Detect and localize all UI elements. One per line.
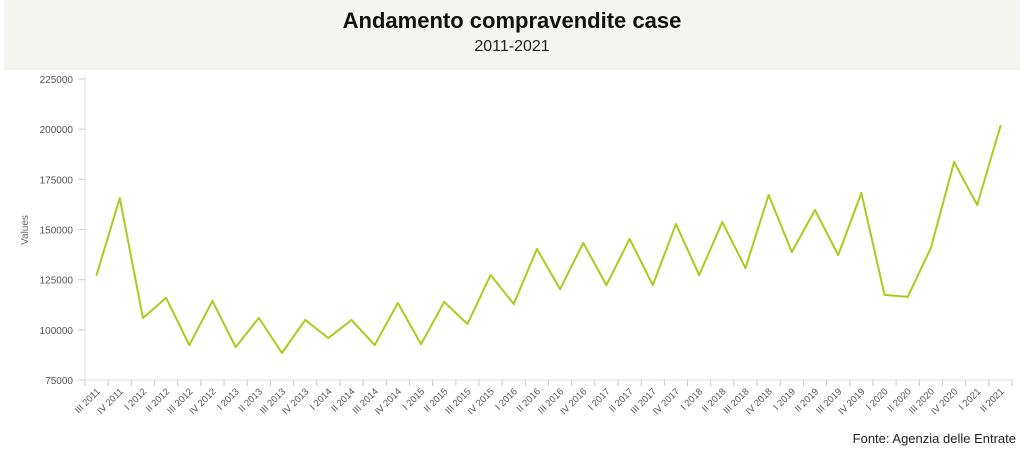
data-point bbox=[165, 296, 168, 299]
data-point bbox=[698, 274, 701, 277]
data-point bbox=[790, 250, 793, 253]
y-tick-label: 125000 bbox=[40, 276, 74, 287]
data-point bbox=[420, 343, 423, 346]
y-tick-label: 200000 bbox=[40, 125, 74, 136]
data-point bbox=[141, 316, 144, 319]
y-tick-label: 150000 bbox=[40, 226, 74, 237]
data-point bbox=[280, 351, 283, 354]
data-point bbox=[721, 221, 724, 224]
source-note: Fonte: Agenzia delle Entrate bbox=[852, 431, 1016, 446]
data-point bbox=[814, 209, 817, 212]
data-point bbox=[953, 161, 956, 164]
x-tick-label: IV 2018 bbox=[744, 386, 775, 417]
chart-subtitle: 2011-2021 bbox=[474, 38, 550, 55]
x-tick-label: IV 2012 bbox=[188, 386, 219, 417]
x-tick-label: IV 2013 bbox=[280, 386, 311, 417]
data-point bbox=[327, 337, 330, 340]
data-point bbox=[118, 196, 121, 199]
y-tick-label: 75000 bbox=[45, 376, 73, 387]
data-point bbox=[860, 191, 863, 194]
x-tick-label: IV 2019 bbox=[837, 386, 868, 417]
data-point bbox=[95, 274, 98, 277]
chart-header: Andamento compravendite case 2011-2021 bbox=[4, 0, 1020, 70]
data-point bbox=[466, 323, 469, 326]
x-tick-label: IV 2014 bbox=[373, 386, 404, 417]
data-point bbox=[211, 299, 214, 302]
data-point bbox=[512, 302, 515, 305]
series-line bbox=[95, 125, 1002, 354]
y-axis-title: Values bbox=[20, 215, 31, 245]
data-point bbox=[837, 253, 840, 256]
data-point bbox=[883, 293, 886, 296]
data-point bbox=[651, 284, 654, 287]
data-point bbox=[744, 267, 747, 270]
data-point bbox=[559, 288, 562, 291]
data-point bbox=[257, 316, 260, 319]
data-point bbox=[605, 284, 608, 287]
y-tick-label: 175000 bbox=[40, 175, 74, 186]
y-tick-label: 100000 bbox=[40, 326, 74, 337]
data-point bbox=[234, 346, 237, 349]
data-point bbox=[674, 223, 677, 226]
data-point bbox=[929, 246, 932, 249]
x-tick-label: IV 2017 bbox=[651, 386, 682, 417]
data-point bbox=[999, 124, 1002, 127]
x-tick-label: IV 2020 bbox=[929, 386, 960, 417]
data-point bbox=[489, 274, 492, 277]
data-point bbox=[976, 204, 979, 207]
data-point bbox=[535, 247, 538, 250]
data-point bbox=[443, 300, 446, 303]
x-tick-label: II 2021 bbox=[978, 386, 1006, 414]
data-point bbox=[373, 344, 376, 347]
chart-title: Andamento compravendite case bbox=[342, 8, 682, 33]
data-point bbox=[906, 295, 909, 298]
data-point bbox=[767, 193, 770, 196]
data-point bbox=[350, 319, 353, 322]
x-tick-label: IV 2011 bbox=[95, 386, 125, 416]
data-point bbox=[304, 319, 307, 322]
data-point bbox=[628, 237, 631, 240]
data-point bbox=[582, 241, 585, 244]
data-point bbox=[396, 301, 399, 304]
x-tick-label: IV 2015 bbox=[466, 386, 497, 417]
y-tick-label: 225000 bbox=[40, 75, 74, 86]
data-point bbox=[188, 344, 191, 347]
x-tick-label: IV 2016 bbox=[558, 386, 589, 417]
